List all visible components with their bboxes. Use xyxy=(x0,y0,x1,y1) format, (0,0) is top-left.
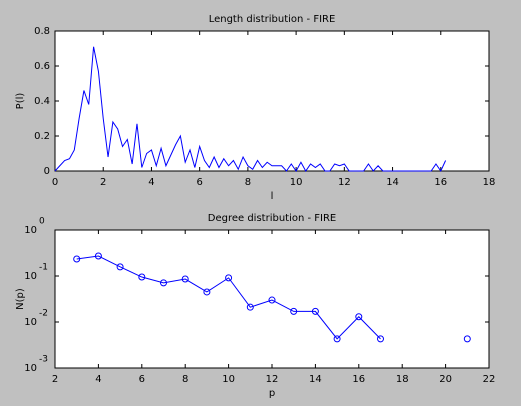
y-tick-label: 10 xyxy=(24,225,37,236)
x-tick-label: 14 xyxy=(309,374,322,385)
data-point xyxy=(94,252,102,260)
x-tick-label: 2 xyxy=(52,374,58,385)
x-tick-label: 18 xyxy=(396,374,409,385)
x-tick-label: 4 xyxy=(148,177,154,188)
x-tick-label: 4 xyxy=(95,374,101,385)
data-point xyxy=(333,335,341,343)
x-tick-label: 16 xyxy=(434,177,447,188)
x-tick-label: 6 xyxy=(196,177,202,188)
data-line xyxy=(54,46,447,173)
plot-area xyxy=(54,30,490,172)
data-point xyxy=(463,335,471,343)
x-tick-label: 8 xyxy=(182,374,188,385)
chart-title: Degree distribution - FIRE xyxy=(208,213,337,224)
data-point xyxy=(181,275,189,283)
y-tick-label: 10 xyxy=(24,317,37,328)
x-tick-label: 14 xyxy=(386,177,399,188)
y-tick-label: 0.6 xyxy=(34,61,50,72)
x-axis-label: p xyxy=(269,388,275,399)
x-tick-label: 18 xyxy=(483,177,496,188)
plot-area xyxy=(54,229,490,369)
x-tick-label: 2 xyxy=(100,177,106,188)
y-tick-exponent: -3 xyxy=(39,355,48,365)
data-point xyxy=(138,273,146,281)
y-tick-label: 0.8 xyxy=(34,26,50,37)
x-tick-label: 12 xyxy=(338,177,351,188)
x-tick-label: 6 xyxy=(139,374,145,385)
y-tick-label: 0 xyxy=(44,166,50,177)
x-tick-label: 20 xyxy=(439,374,452,385)
data-point xyxy=(160,279,167,287)
data-point xyxy=(311,307,319,315)
y-tick-label: 0.4 xyxy=(34,96,50,107)
chart-title: Length distribution - FIRE xyxy=(209,14,336,25)
y-tick-exponent: -2 xyxy=(39,309,48,319)
x-tick-label: 10 xyxy=(222,374,235,385)
data-point xyxy=(225,274,233,282)
data-point xyxy=(203,288,211,296)
y-tick-exponent: 0 xyxy=(39,217,45,227)
y-tick-label: 10 xyxy=(24,271,37,282)
x-tick-label: 10 xyxy=(290,177,303,188)
x-tick-label: 0 xyxy=(52,177,58,188)
data-point xyxy=(268,296,276,304)
data-point xyxy=(73,255,81,263)
data-point xyxy=(246,303,254,311)
data-point xyxy=(355,313,363,321)
y-axis-label: N(p) xyxy=(15,288,26,310)
x-tick-label: 8 xyxy=(245,177,251,188)
data-point xyxy=(116,263,124,271)
y-tick-label: 10 xyxy=(24,363,37,374)
x-tick-label: 22 xyxy=(483,374,496,385)
data-point xyxy=(290,307,298,315)
x-tick-label: 16 xyxy=(352,374,365,385)
y-tick-label: 0.2 xyxy=(34,131,50,142)
data-line xyxy=(76,255,381,340)
x-tick-label: 12 xyxy=(266,374,279,385)
data-point xyxy=(377,335,384,343)
y-tick-exponent: -1 xyxy=(39,263,48,273)
y-axis-label: P(l) xyxy=(15,93,26,110)
x-axis-label: l xyxy=(271,191,274,202)
